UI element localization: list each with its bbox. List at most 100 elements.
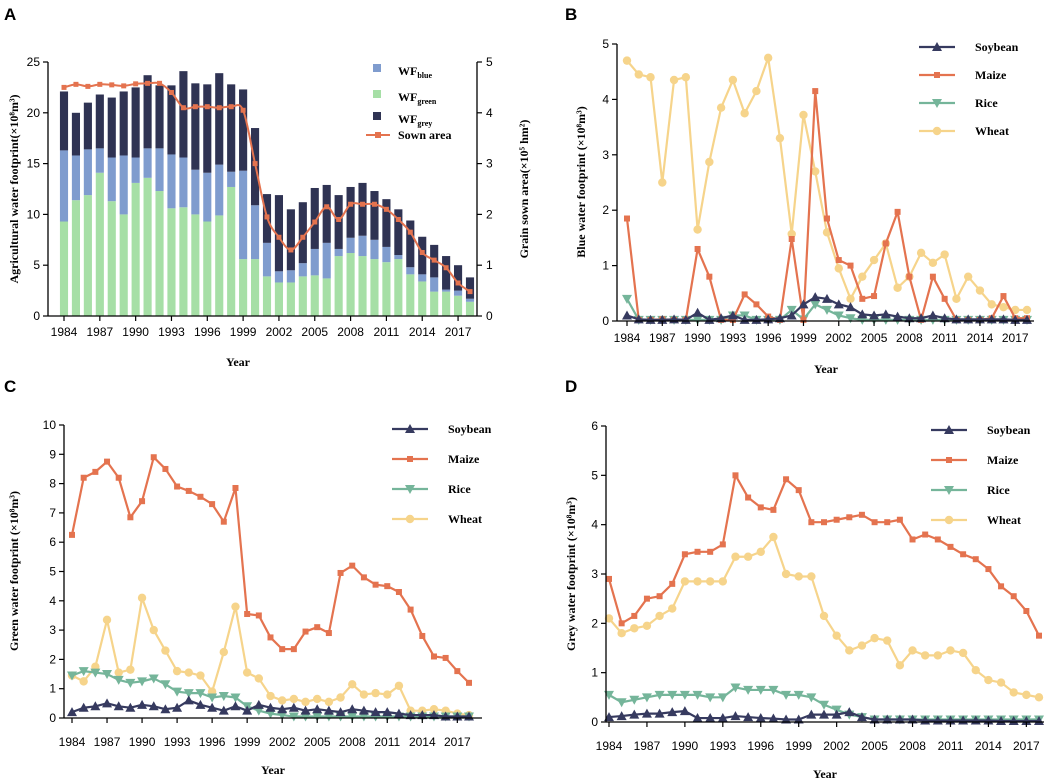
rice-point-1992 [160,680,171,690]
y-tick-label-20: 20 [27,106,41,120]
soybean-point-2013 [405,710,416,720]
panel-c-ylabel: Green water footprint (×10⁸m³) [7,491,21,651]
soybean-point-2002 [833,299,844,309]
bar-wf-green-2000 [250,259,260,316]
rice-point-1984 [622,294,632,304]
bar-wf-green-1998 [227,186,236,316]
maize-point-2004 [859,295,866,302]
y-tick-label-10: 10 [43,418,57,432]
bar-wf-blue-1987 [95,148,104,173]
wheat-point-1999 [794,572,803,581]
bar-wf-blue-2018 [465,298,475,302]
y2-tick-label-3: 3 [486,157,493,171]
x-tick-label-1996: 1996 [199,735,226,749]
rice-point-1987 [641,693,652,703]
bar-wf-blue-2005 [310,248,319,276]
maize-point-1987 [104,458,111,465]
wheat-point-1991 [693,577,702,586]
sown-area-point-1996 [204,104,210,110]
maize-point-2003 [847,262,854,269]
bar-wf-green-2012 [394,259,403,316]
panel-d-plot [604,472,1044,726]
bar-wf-blue-2000 [250,205,260,260]
bar-wf-grey-1996 [203,84,212,173]
sown-area-point-1987 [97,81,103,87]
bar-wf-green-2002 [274,282,284,316]
soybean-point-2003 [845,302,856,312]
wheat-point-2012 [952,294,961,304]
rice-point-1984 [67,671,77,681]
bar-wf-grey-2017 [453,265,463,291]
y-tick-label-0: 0 [49,711,56,725]
wheat-point-1988 [669,75,679,85]
maize-point-2010 [934,536,941,543]
rice-point-1993 [717,693,728,703]
bar-wf-green-1995 [191,214,200,316]
x-tick-label-2017: 2017 [1013,739,1040,753]
maize-point-1989 [669,580,676,587]
x-tick-label-2005: 2005 [861,331,888,345]
panel-a-y2-ticks: 0 1 2 3 4 5 [477,55,493,323]
maize-line [625,89,1027,321]
wheat-point-2007 [336,693,345,702]
panel-a-sown-area-markers [61,80,473,295]
x-tick-label-1990: 1990 [672,739,699,753]
bar-wf-grey-1993 [167,85,176,155]
panel-a-y-ticks: 0 5 10 15 20 25 [27,55,48,323]
x-tick-label-1993: 1993 [158,325,185,339]
bar-wf-grey-1987 [95,94,104,149]
soybean-point-2002 [277,704,288,714]
wheat-point-2015 [987,300,996,309]
soybean-point-2000 [806,709,817,719]
legend-marker-maize [934,72,940,78]
maize-point-1997 [220,518,227,525]
legend-label-wf-green: WFgreen [398,90,437,106]
wheat-point-1996 [763,53,773,63]
soybean-point-1998 [786,310,797,320]
wheat-point-2011 [383,690,392,699]
panel-a-ylabel: Agricultural water footprint(×10⁸m³) [7,94,21,283]
soybean-point-2008 [347,704,358,714]
sown-area-point-2009 [360,201,366,207]
x-tick-label-2008: 2008 [896,331,923,345]
wheat-point-2010 [928,258,938,268]
rice-point-2009 [358,712,369,722]
wheat-point-1992 [716,103,726,112]
x-tick-label-1987: 1987 [634,739,661,753]
soybean-point-2006 [882,714,893,724]
bar-wf-grey-1998 [227,84,236,172]
x-tick-label-1996: 1996 [755,331,782,345]
rice-point-1986 [629,695,640,705]
rice-point-1988 [113,675,124,685]
soybean-point-1987 [102,698,113,708]
x-tick-label-1993: 1993 [164,735,191,749]
bar-wf-grey-1992 [155,85,164,149]
maize-point-2006 [882,240,889,247]
y-tick-label-25: 25 [27,55,41,69]
y2-tick-label-4: 4 [486,106,493,120]
maize-point-2011 [384,583,391,590]
maize-point-2018 [466,679,472,686]
legend-label-soybean: Soybean [975,40,1019,54]
wheat-point-2015 [996,678,1006,687]
wheat-point-2003 [289,694,299,704]
bar-wf-grey-2005 [310,187,319,249]
y-tick-label-2: 2 [49,652,56,666]
soybean-point-2012 [393,708,404,718]
x-tick-label-1993: 1993 [720,331,747,345]
maize-point-1999 [244,610,251,617]
bar-wf-blue-1990 [131,157,140,183]
soybean-point-2001 [265,702,276,712]
maize-point-2001 [267,634,274,641]
sown-area-point-2001 [264,214,270,220]
wheat-point-1987 [102,615,112,625]
legend-label-rice: Rice [987,483,1010,497]
soybean-point-2014 [417,710,428,720]
bar-wf-grey-1989 [119,91,128,156]
x-tick-label-2005: 2005 [861,739,888,753]
maize-point-2002 [279,646,286,653]
rice-point-1992 [705,693,716,703]
wheat-point-1989 [681,73,691,82]
wheat-point-2004 [858,272,867,281]
wheat-point-2007 [895,661,905,670]
